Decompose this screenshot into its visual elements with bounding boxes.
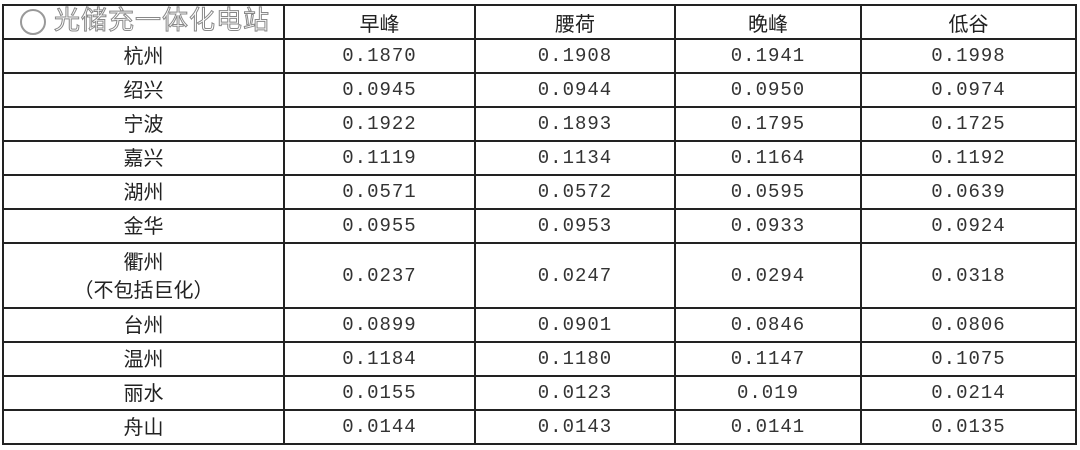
header-evening-peak: 晚峰 — [674, 4, 862, 40]
value-cell: 0.0155 — [283, 375, 476, 411]
city-name: 丽水 — [123, 381, 164, 405]
table-row: 台州 0.0899 0.0901 0.0846 0.0806 — [2, 307, 1077, 343]
watermark-text: 光储充一体化电站 — [53, 6, 271, 37]
value-cell: 0.0247 — [474, 242, 676, 309]
table-row: 杭州 0.1870 0.1908 0.1941 0.1998 — [2, 38, 1077, 74]
value-cell: 0.0933 — [674, 208, 862, 244]
value-cell: 0.0955 — [283, 208, 476, 244]
table-row: 湖州 0.0571 0.0572 0.0595 0.0639 — [2, 174, 1077, 210]
value-cell: 0.1134 — [474, 140, 676, 176]
city-cell: 嘉兴 — [2, 140, 285, 176]
city-name: 舟山 — [123, 415, 164, 439]
value-cell: 0.0143 — [474, 409, 676, 445]
table-row: 宁波 0.1922 0.1893 0.1795 0.1725 — [2, 106, 1077, 142]
city-name: 台州 — [123, 313, 164, 337]
table-row: 绍兴 0.0945 0.0944 0.0950 0.0974 — [2, 72, 1077, 108]
city-cell: 杭州 — [2, 38, 285, 74]
value-cell: 0.1075 — [860, 341, 1077, 377]
value-cell: 0.0945 — [283, 72, 476, 108]
value-cell: 0.0924 — [860, 208, 1077, 244]
value-cell: 0.1119 — [283, 140, 476, 176]
city-name: 杭州 — [123, 44, 164, 68]
city-cell: 舟山 — [2, 409, 285, 445]
value-cell: 0.0953 — [474, 208, 676, 244]
value-cell: 0.1998 — [860, 38, 1077, 74]
value-cell: 0.0571 — [283, 174, 476, 210]
table-row: 嘉兴 0.1119 0.1134 0.1164 0.1192 — [2, 140, 1077, 176]
value-cell: 0.0318 — [860, 242, 1077, 309]
value-cell: 0.0950 — [674, 72, 862, 108]
table-row: 舟山 0.0144 0.0143 0.0141 0.0135 — [2, 409, 1077, 445]
value-cell: 0.1922 — [283, 106, 476, 142]
wechat-icon — [20, 8, 46, 35]
value-cell: 0.1893 — [474, 106, 676, 142]
value-cell: 0.0639 — [860, 174, 1077, 210]
value-cell: 0.0141 — [674, 409, 862, 445]
watermark: 光储充一体化电站 — [20, 6, 271, 37]
value-cell: 0.1147 — [674, 341, 862, 377]
value-cell: 0.0214 — [860, 375, 1077, 411]
city-name: 绍兴 — [123, 78, 164, 102]
table-row: 温州 0.1184 0.1180 0.1147 0.1075 — [2, 341, 1077, 377]
value-cell: 0.1725 — [860, 106, 1077, 142]
value-cell: 0.0974 — [860, 72, 1077, 108]
value-cell: 0.1180 — [474, 341, 676, 377]
value-cell: 0.1941 — [674, 38, 862, 74]
value-cell: 0.0123 — [474, 375, 676, 411]
data-table: 早峰 腰荷 晚峰 低谷 杭州 0.1870 0.1908 0.1941 0.1998 绍兴… — [2, 4, 1077, 445]
value-cell: 0.0135 — [860, 409, 1077, 445]
city-cell: 金华 — [2, 208, 285, 244]
city-name: 宁波 — [123, 112, 164, 136]
table-row: 丽水 0.0155 0.0123 0.019 0.0214 — [2, 375, 1077, 411]
city-cell: 丽水 — [2, 375, 285, 411]
table-row: 衢州 （不包括巨化） 0.0237 0.0247 0.0294 0.0318 — [2, 242, 1077, 309]
value-cell: 0.0899 — [283, 307, 476, 343]
city-cell: 衢州 （不包括巨化） — [2, 242, 285, 309]
header-empty — [2, 4, 285, 40]
header-valley: 低谷 — [860, 4, 1077, 40]
header-row: 早峰 腰荷 晚峰 低谷 — [2, 4, 1077, 40]
city-name: 湖州 — [123, 180, 164, 204]
value-cell: 0.1795 — [674, 106, 862, 142]
value-cell: 0.1870 — [283, 38, 476, 74]
city-name: 温州 — [123, 347, 164, 371]
header-morning-peak: 早峰 — [283, 4, 476, 40]
city-cell: 台州 — [2, 307, 285, 343]
city-cell: 湖州 — [2, 174, 285, 210]
value-cell: 0.0901 — [474, 307, 676, 343]
city-note: （不包括巨化） — [73, 277, 214, 302]
city-name: 衢州 — [123, 249, 164, 274]
value-cell: 0.019 — [674, 375, 862, 411]
value-cell: 0.1184 — [283, 341, 476, 377]
value-cell: 0.0944 — [474, 72, 676, 108]
header-midday-load: 腰荷 — [474, 4, 676, 40]
value-cell: 0.0806 — [860, 307, 1077, 343]
value-cell: 0.0846 — [674, 307, 862, 343]
value-cell: 0.1192 — [860, 140, 1077, 176]
city-name: 金华 — [123, 214, 164, 238]
value-cell: 0.1908 — [474, 38, 676, 74]
value-cell: 0.0237 — [283, 242, 476, 309]
city-name: 嘉兴 — [123, 146, 164, 170]
value-cell: 0.0572 — [474, 174, 676, 210]
value-cell: 0.1164 — [674, 140, 862, 176]
city-cell: 宁波 — [2, 106, 285, 142]
city-cell: 绍兴 — [2, 72, 285, 108]
city-cell: 温州 — [2, 341, 285, 377]
value-cell: 0.0294 — [674, 242, 862, 309]
value-cell: 0.0144 — [283, 409, 476, 445]
value-cell: 0.0595 — [674, 174, 862, 210]
table-row: 金华 0.0955 0.0953 0.0933 0.0924 — [2, 208, 1077, 244]
